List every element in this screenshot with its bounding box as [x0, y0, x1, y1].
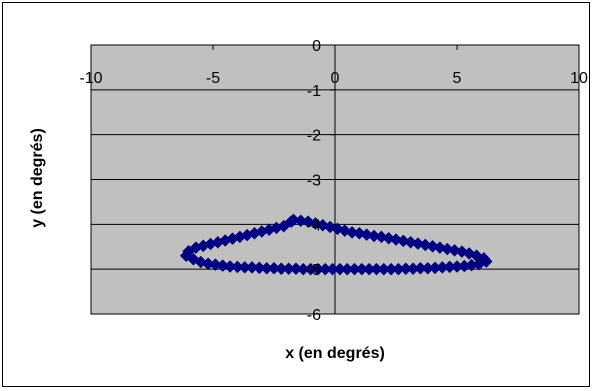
- y-tick-label: 0: [312, 38, 321, 55]
- x-tick-label: -10: [79, 70, 102, 87]
- data-points: [179, 213, 493, 276]
- y-axis-label: y (en degrés): [29, 128, 46, 228]
- x-tick-label: 5: [453, 70, 462, 87]
- scatter-chart: -10 -5 0 5 10 0 -1 -2 -3 -4 -5 -6 x (en degrés) y (…: [29, 38, 588, 362]
- x-tick-label: -5: [206, 70, 220, 87]
- x-tick-label: 10: [570, 70, 588, 87]
- y-tick-label: -5: [307, 262, 321, 279]
- chart-area: -10 -5 0 5 10 0 -1 -2 -3 -4 -5 -6 x (en degrés) y (…: [2, 2, 590, 387]
- y-tick-label: -1: [307, 83, 321, 100]
- y-tick-label: -4: [307, 217, 321, 234]
- y-tick-label: -3: [307, 173, 321, 190]
- data-point: [284, 215, 298, 228]
- y-tick-label: -2: [307, 128, 321, 145]
- x-tick-label: 0: [331, 70, 340, 87]
- tick-labels: -10 -5 0 5 10 0 -1 -2 -3 -4 -5 -6: [79, 38, 588, 324]
- y-tick-label: -6: [307, 307, 321, 324]
- x-axis-label: x (en degrés): [285, 345, 385, 362]
